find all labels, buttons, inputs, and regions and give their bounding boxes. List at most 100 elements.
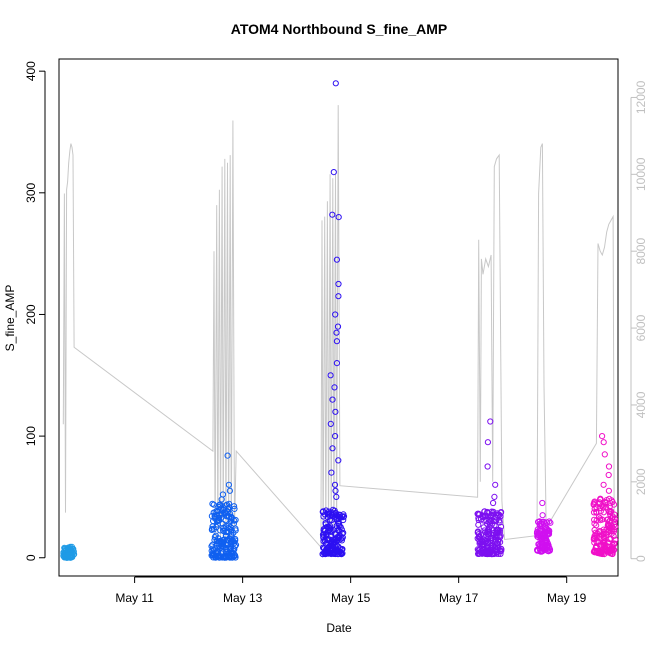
data-point bbox=[232, 535, 239, 543]
data-point bbox=[333, 338, 340, 345]
data-point bbox=[480, 524, 487, 531]
data-point bbox=[597, 542, 604, 549]
data-point bbox=[491, 493, 498, 500]
data-point bbox=[330, 550, 337, 557]
data-point bbox=[478, 537, 485, 544]
scatter-cluster-3 bbox=[319, 80, 348, 558]
data-point bbox=[534, 534, 542, 541]
data-point bbox=[330, 540, 338, 547]
data-point bbox=[340, 516, 347, 524]
data-point bbox=[496, 517, 503, 524]
data-point bbox=[490, 499, 497, 507]
data-point bbox=[211, 515, 219, 522]
data-point bbox=[546, 544, 553, 552]
data-point bbox=[337, 550, 344, 558]
data-point bbox=[209, 500, 216, 507]
data-point bbox=[538, 533, 545, 540]
data-point bbox=[335, 457, 342, 464]
data-point bbox=[484, 535, 491, 542]
data-point bbox=[479, 550, 486, 557]
data-point bbox=[329, 396, 336, 403]
data-point bbox=[609, 550, 616, 558]
secondary-series-line bbox=[62, 105, 615, 549]
y2-tick-label: 10000 bbox=[634, 157, 648, 191]
data-point bbox=[333, 360, 340, 367]
axes-layer: 0100200300400020004000600080001000012000… bbox=[24, 61, 648, 605]
data-point bbox=[335, 280, 342, 288]
data-point bbox=[222, 532, 230, 539]
data-point bbox=[328, 533, 335, 541]
x-tick-label: May 17 bbox=[439, 591, 479, 605]
data-point bbox=[224, 452, 231, 459]
data-point bbox=[215, 514, 222, 521]
data-point bbox=[479, 541, 486, 548]
data-point bbox=[322, 521, 329, 528]
data-point bbox=[219, 539, 226, 547]
data-point bbox=[611, 516, 619, 523]
y-tick-label: 0 bbox=[24, 554, 38, 561]
data-point bbox=[329, 445, 336, 452]
data-point bbox=[601, 451, 608, 458]
y2-tick-label: 12000 bbox=[634, 80, 648, 114]
data-point bbox=[224, 512, 231, 519]
data-point bbox=[332, 80, 339, 87]
y2-tick-label: 2000 bbox=[634, 468, 648, 495]
data-point bbox=[334, 323, 342, 330]
data-point bbox=[321, 548, 329, 555]
data-point bbox=[325, 544, 332, 551]
x-tick-label: May 11 bbox=[115, 591, 154, 605]
data-point bbox=[475, 521, 482, 528]
data-point bbox=[590, 509, 598, 516]
data-point bbox=[217, 545, 224, 552]
data-point bbox=[326, 510, 333, 517]
y-tick-label: 400 bbox=[24, 61, 38, 81]
data-point bbox=[591, 505, 598, 512]
data-point bbox=[484, 463, 491, 470]
y-axis-label: S_fine_AMP bbox=[3, 285, 17, 352]
data-point bbox=[538, 520, 545, 527]
scatter-cluster-2 bbox=[208, 452, 240, 561]
data-point bbox=[210, 526, 217, 533]
y2-tick-label: 6000 bbox=[634, 314, 648, 341]
data-point bbox=[335, 214, 342, 221]
data-point bbox=[331, 481, 339, 488]
data-point bbox=[597, 508, 604, 515]
data-point bbox=[539, 499, 546, 507]
data-point bbox=[210, 552, 217, 559]
data-point bbox=[328, 469, 335, 476]
data-point bbox=[608, 508, 615, 515]
data-point bbox=[591, 498, 598, 505]
data-point bbox=[607, 535, 614, 543]
data-point bbox=[591, 539, 598, 546]
data-point bbox=[595, 548, 602, 555]
data-point bbox=[547, 519, 554, 526]
data-point bbox=[544, 544, 551, 551]
data-point bbox=[223, 548, 230, 555]
data-point bbox=[320, 538, 327, 545]
data-point bbox=[541, 520, 548, 527]
data-point bbox=[486, 547, 493, 555]
data-point bbox=[605, 523, 612, 530]
scatter-cluster-6 bbox=[590, 433, 619, 558]
data-point bbox=[474, 528, 482, 535]
y2-tick-label: 0 bbox=[634, 555, 648, 562]
data-point bbox=[209, 549, 216, 556]
data-point bbox=[497, 534, 504, 541]
data-point bbox=[546, 527, 553, 534]
data-point bbox=[327, 420, 334, 427]
data-point bbox=[321, 545, 328, 552]
data-point bbox=[332, 487, 339, 494]
data-point bbox=[605, 471, 612, 479]
data-point bbox=[329, 211, 336, 218]
x-axis-label: Date bbox=[326, 621, 352, 635]
data-point bbox=[331, 384, 338, 391]
data-point bbox=[339, 530, 346, 537]
data-point bbox=[493, 549, 500, 556]
x-tick-label: May 13 bbox=[223, 591, 263, 605]
data-point bbox=[208, 543, 215, 550]
data-point bbox=[498, 546, 505, 553]
data-point bbox=[223, 537, 231, 544]
data-point bbox=[539, 512, 546, 519]
data-point bbox=[605, 487, 613, 494]
data-point bbox=[495, 526, 502, 534]
